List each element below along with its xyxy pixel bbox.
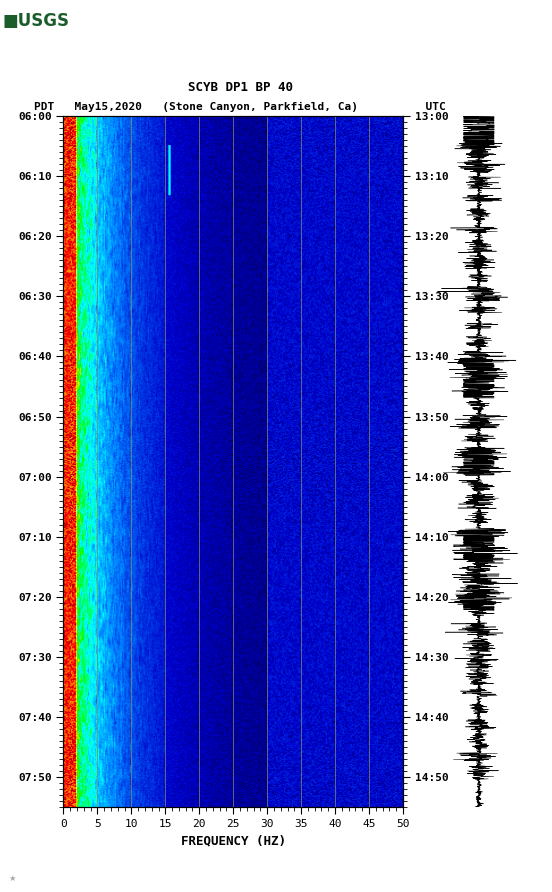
Text: ★: ★ (8, 874, 16, 883)
Text: PDT   May15,2020   (Stone Canyon, Parkfield, Ca)          UTC: PDT May15,2020 (Stone Canyon, Parkfield,… (34, 102, 446, 112)
X-axis label: FREQUENCY (HZ): FREQUENCY (HZ) (181, 835, 286, 847)
Text: ■USGS: ■USGS (3, 12, 70, 30)
Text: SCYB DP1 BP 40: SCYB DP1 BP 40 (188, 80, 293, 94)
